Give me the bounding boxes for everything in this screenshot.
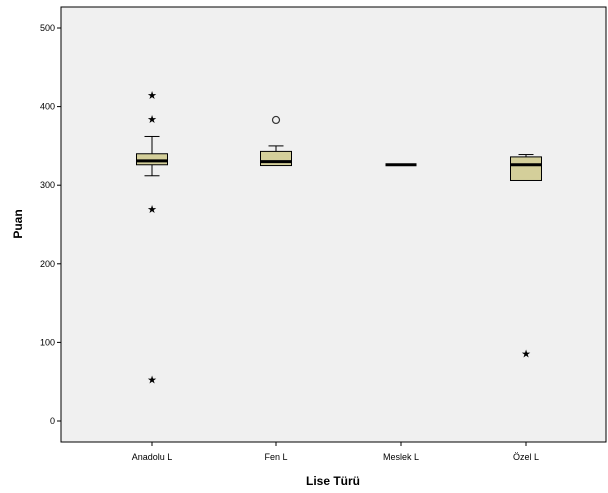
x-tick-label: Özel L <box>513 452 539 462</box>
box-2 <box>260 115 292 167</box>
plot-background <box>60 6 607 443</box>
y-axis-title: Puan <box>11 209 25 238</box>
y-tick-label: 400 <box>40 102 55 112</box>
y-tick-label: 500 <box>40 23 55 33</box>
outlier-star: ★ <box>147 373 157 386</box>
box-iqr <box>136 153 168 166</box>
box-series: ★ ★ ★ ★ ★ <box>136 89 542 386</box>
box-iqr <box>260 150 292 167</box>
x-axis: Anadolu L Fen L Meslek L Özel L <box>132 442 539 462</box>
y-tick-label: 200 <box>40 259 55 269</box>
box-1: ★ ★ ★ ★ <box>136 89 168 386</box>
outlier-star: ★ <box>147 89 157 102</box>
x-tick-label: Meslek L <box>383 452 419 462</box>
outlier-star: ★ <box>147 113 157 126</box>
y-axis: 0 100 200 300 400 500 <box>40 23 61 426</box>
outlier-star: ★ <box>521 347 531 360</box>
box-iqr <box>510 156 542 181</box>
box-4: ★ <box>510 154 542 360</box>
x-tick-label: Anadolu L <box>132 452 173 462</box>
x-axis-title: Lise Türü <box>306 474 360 488</box>
y-tick-label: 0 <box>50 416 55 426</box>
x-tick-label: Fen L <box>264 452 287 462</box>
outlier-circle <box>271 115 281 125</box>
y-tick-label: 100 <box>40 337 55 347</box>
outlier-star: ★ <box>147 203 157 216</box>
y-tick-label: 300 <box>40 180 55 190</box>
